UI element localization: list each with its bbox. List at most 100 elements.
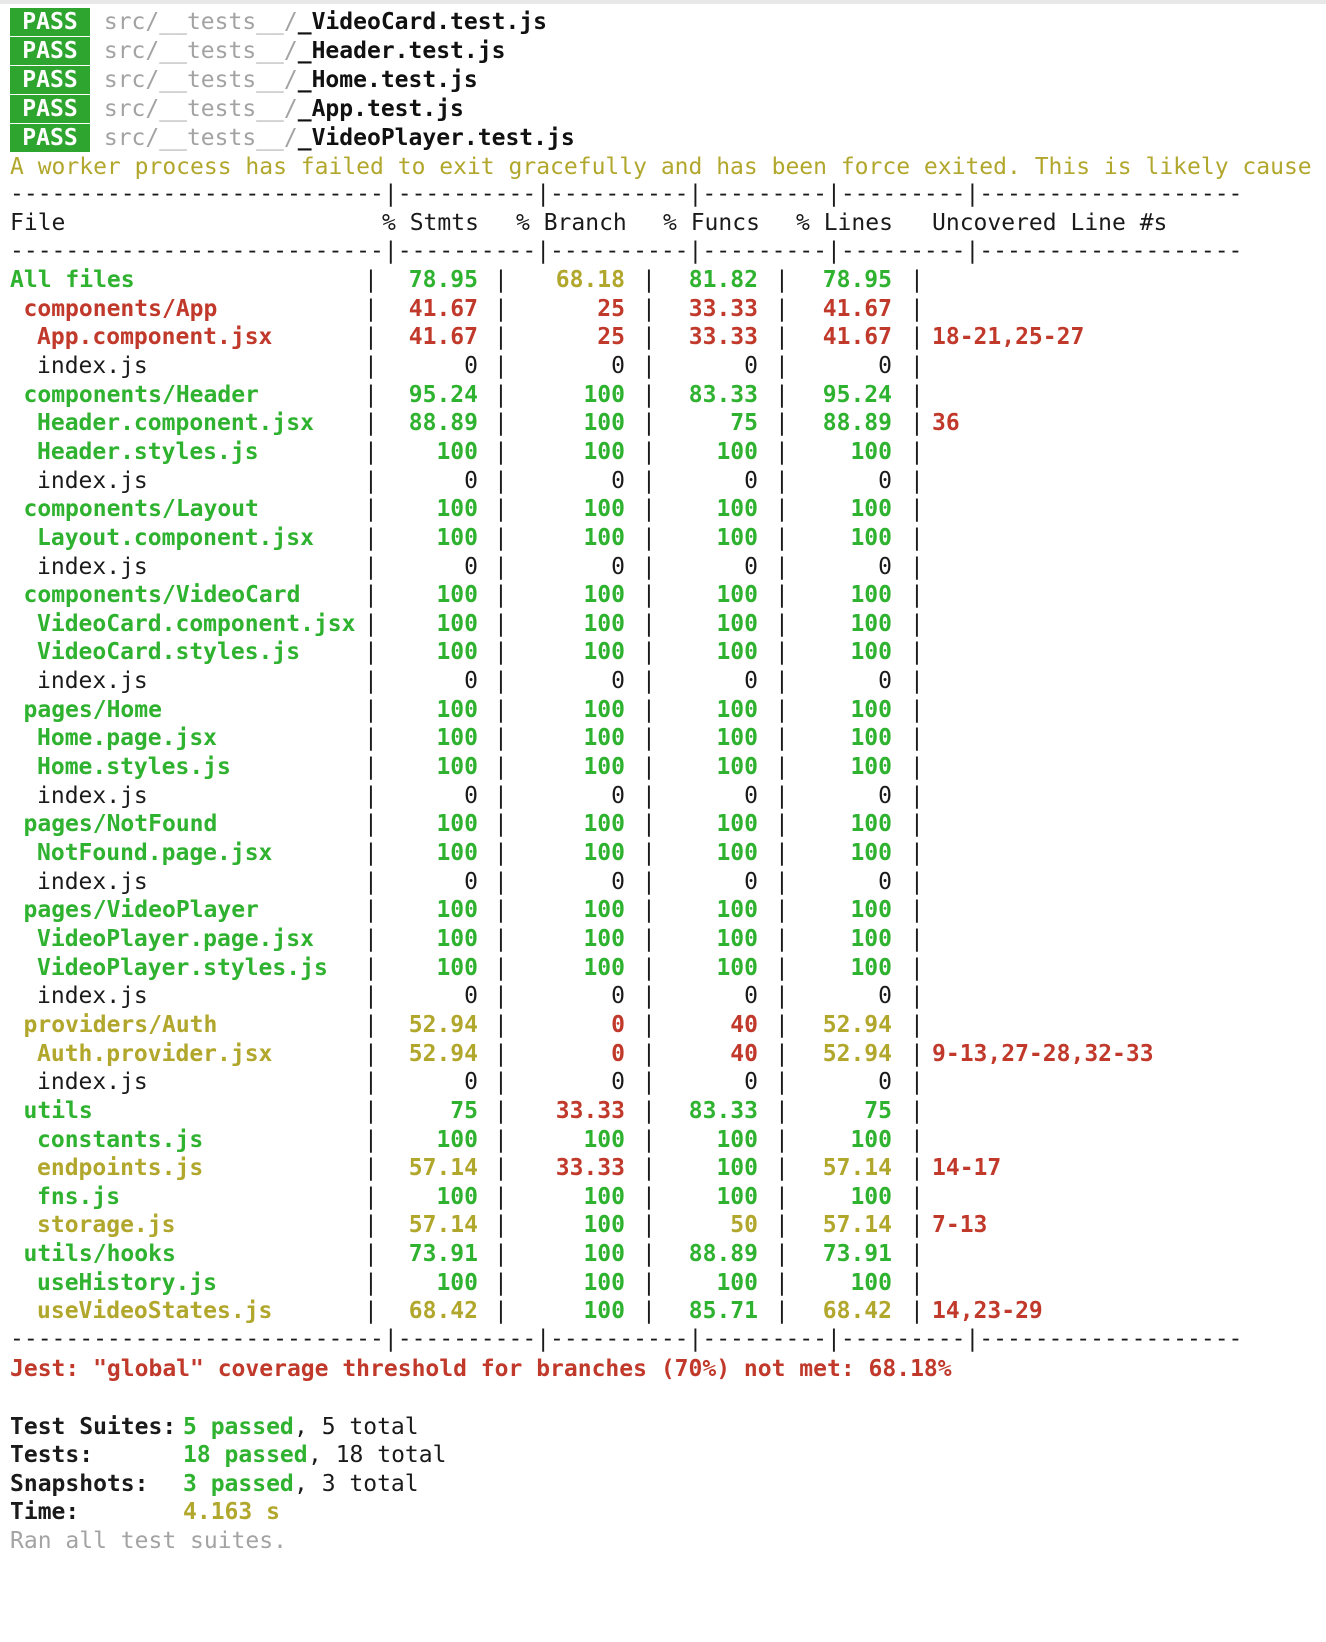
column-divider: | [910,1155,924,1181]
stmts-value: 100 [436,754,478,780]
column-divider: | [642,1069,656,1095]
coverage-row: NotFound.page.jsx 100 100 100 100 | | | | | [0,839,1326,868]
branch-value: 100 [583,582,625,608]
funcs-value: 0 [744,554,758,580]
column-divider: | [364,582,378,608]
test-file: _Header.test.js [297,38,506,64]
stmts-value: 100 [436,926,478,952]
stmts-value: 100 [436,582,478,608]
column-divider: | [494,983,508,1009]
column-divider: | [364,983,378,1009]
column-divider: | [910,725,924,751]
column-divider: | [910,496,924,522]
funcs-value: 100 [716,1155,758,1181]
column-divider: | [775,725,789,751]
header-file: File [10,210,66,236]
column-divider: | [494,955,508,981]
column-divider: | [910,1212,924,1238]
column-divider: | [775,926,789,952]
column-divider: | [910,1012,924,1038]
column-divider: | [775,324,789,350]
header-branch: % Branch [516,210,627,236]
column-divider: | [494,1069,508,1095]
column-divider: | [494,1041,508,1067]
uncovered-lines: 9-13,27-28,32-33 [932,1041,1154,1067]
file-name: index.js [37,983,148,1009]
column-divider: | [364,697,378,723]
funcs-value: 100 [716,926,758,952]
column-divider: | [364,1241,378,1267]
branch-value: 100 [583,926,625,952]
coverage-row: pages/VideoPlayer 100 100 100 100 | | | | | [0,896,1326,925]
column-divider: | [775,582,789,608]
branch-value: 100 [583,1298,625,1324]
funcs-value: 50 [730,1212,758,1238]
column-divider: | [642,267,656,293]
lines-value: 78.95 [822,267,892,293]
summary-label: Tests: [10,1442,94,1468]
column-divider: | [364,1184,378,1210]
column-divider: | [364,554,378,580]
column-divider: | [775,1069,789,1095]
coverage-row: index.js 0 0 0 0 | | | | | [0,982,1326,1011]
funcs-value: 100 [716,1127,758,1153]
column-divider: | [910,955,924,981]
stmts-value: 100 [436,897,478,923]
coverage-row: Home.page.jsx 100 100 100 100 | | | | | [0,724,1326,753]
column-divider: | [775,468,789,494]
header-funcs: % Funcs [663,210,760,236]
column-divider: | [364,926,378,952]
column-divider: | [494,754,508,780]
column-divider: | [775,869,789,895]
column-divider: | [775,783,789,809]
pass-badge: PASS [10,66,90,94]
column-divider: | [494,1212,508,1238]
column-divider: | [494,353,508,379]
stmts-value: 100 [436,1184,478,1210]
funcs-value: 88.89 [688,1241,758,1267]
branch-value: 0 [611,983,625,1009]
lines-value: 95.24 [822,382,892,408]
branch-value: 0 [611,783,625,809]
funcs-value: 100 [716,811,758,837]
file-name: constants.js [37,1127,204,1153]
coverage-row: index.js 0 0 0 0 | | | | | [0,1068,1326,1097]
stmts-value: 78.95 [408,267,478,293]
column-divider: | [642,1098,656,1124]
uncovered-lines: 18-21,25-27 [932,324,1085,350]
coverage-row: Header.styles.js 100 100 100 100 | | | | | [0,438,1326,467]
column-divider: | [494,525,508,551]
column-divider: | [364,1155,378,1181]
lines-value: 75 [864,1098,892,1124]
pass-line: PASS src/__tests__/_VideoPlayer.test.js [10,124,575,153]
coverage-row: index.js 0 0 0 0 | | | | | [0,782,1326,811]
stmts-value: 100 [436,840,478,866]
branch-value: 100 [583,955,625,981]
coverage-row: pages/Home 100 100 100 100 | | | | | [0,696,1326,725]
coverage-row: storage.js 57.14 100 50 57.14 | | | | | 7-13 [0,1211,1326,1240]
coverage-row: VideoPlayer.page.jsx 100 100 100 100 | | | | | [0,925,1326,954]
column-divider: | [775,639,789,665]
file-name: storage.js [37,1212,176,1238]
funcs-value: 81.82 [688,267,758,293]
funcs-value: 33.33 [688,324,758,350]
stmts-value: 75 [450,1098,478,1124]
funcs-value: 100 [716,1270,758,1296]
pass-line: PASS src/__tests__/_VideoCard.test.js [10,8,547,37]
column-divider: | [494,783,508,809]
pass-line: PASS src/__tests__/_Header.test.js [10,37,505,66]
lines-value: 68.42 [822,1298,892,1324]
column-divider: | [775,1155,789,1181]
column-divider: | [910,926,924,952]
branch-value: 100 [583,1241,625,1267]
funcs-value: 100 [716,611,758,637]
funcs-value: 100 [716,754,758,780]
column-divider: | [364,1041,378,1067]
file-name: VideoPlayer.styles.js [37,955,328,981]
column-divider: | [775,840,789,866]
summary-line: Snapshots: 3 passed, 3 total [0,1470,1326,1499]
coverage-row: VideoCard.component.jsx 100 100 100 100 | | | | | [0,610,1326,639]
lines-value: 100 [850,582,892,608]
column-divider: | [910,1298,924,1324]
column-divider: | [910,1127,924,1153]
